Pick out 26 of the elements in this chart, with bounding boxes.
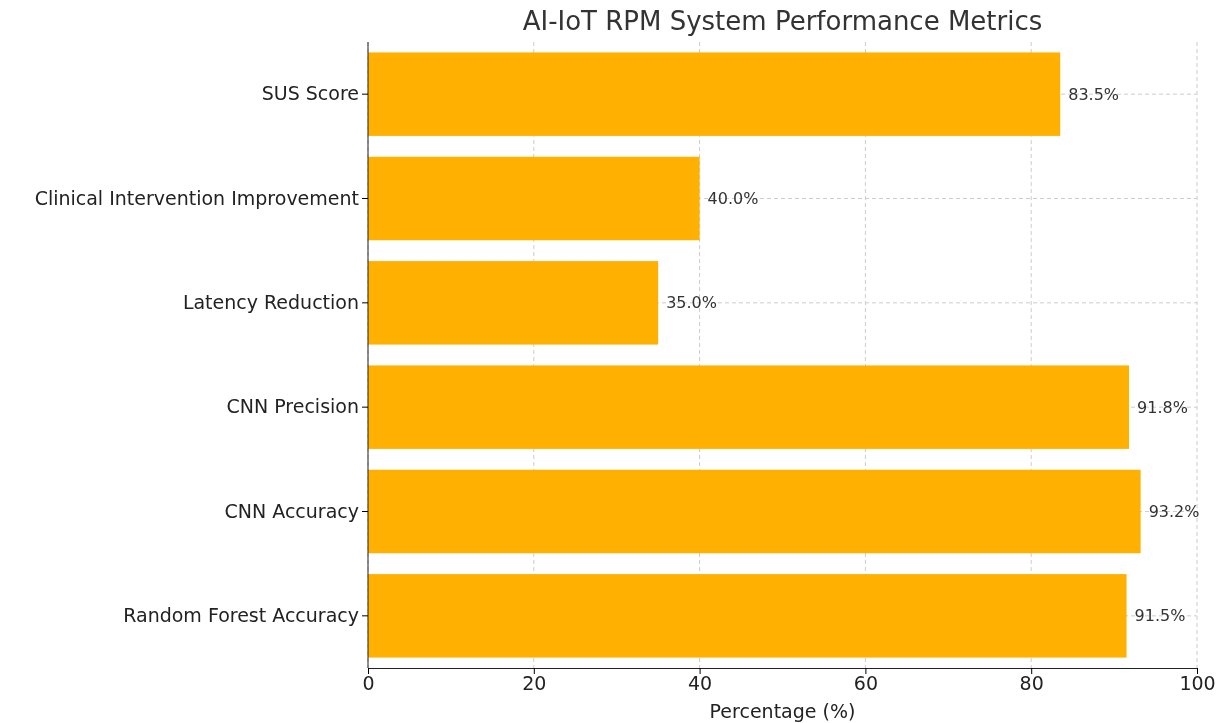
- y-tick-label: Latency Reduction: [182, 290, 359, 313]
- x-tick-label: 0: [362, 672, 375, 695]
- x-tick-label: 60: [853, 672, 878, 695]
- data-label: 91.5%: [1134, 606, 1186, 626]
- x-tick-label: 20: [522, 672, 547, 695]
- bar: [368, 469, 1141, 554]
- bar: [368, 261, 659, 345]
- y-tick-label: Random Forest Accuracy: [123, 603, 359, 626]
- data-label: 83.5%: [1068, 84, 1120, 104]
- data-label: 93.2%: [1148, 502, 1200, 522]
- x-tick-label: 80: [1019, 672, 1044, 695]
- data-label: 35.0%: [666, 293, 717, 313]
- bar: [368, 52, 1061, 136]
- bar: [368, 574, 1127, 658]
- data-label: 91.8%: [1137, 397, 1188, 417]
- x-axis-title: Percentage (%): [709, 700, 856, 722]
- bar: [368, 365, 1130, 449]
- y-tick-label: CNN Precision: [226, 395, 359, 418]
- data-label: 40.0%: [707, 189, 759, 209]
- chart-title: AI-IoT RPM System Performance Metrics: [522, 6, 1043, 36]
- x-tick-label: 40: [688, 672, 713, 695]
- y-tick-label: CNN Accuracy: [224, 499, 359, 522]
- bar: [368, 156, 700, 241]
- x-tick-label: 100: [1179, 672, 1216, 695]
- y-tick-label: SUS Score: [261, 82, 359, 105]
- y-tick-label: Clinical Intervention Improvement: [34, 186, 359, 209]
